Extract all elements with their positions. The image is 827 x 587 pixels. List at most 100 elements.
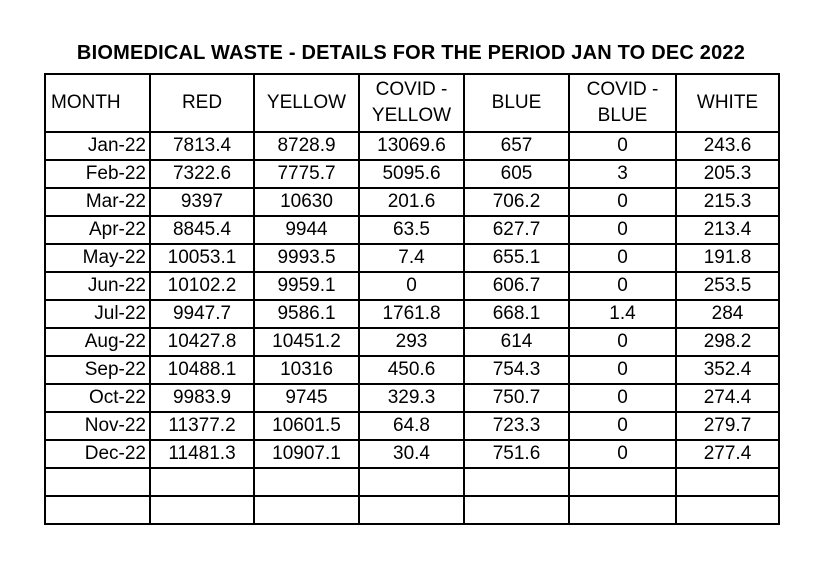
cell-covid-yellow: 329.3 xyxy=(358,383,465,413)
empty-cell xyxy=(675,495,780,525)
cell-yellow: 7775.7 xyxy=(253,159,360,189)
cell-month: Aug-22 xyxy=(44,327,151,357)
cell-covid-blue: 0 xyxy=(568,187,677,217)
cell-white: 253.5 xyxy=(675,271,780,301)
cell-yellow: 10630 xyxy=(253,187,360,217)
table-row: Jul-22 9947.7 9586.1 1761.8 668.1 1.4 284 xyxy=(44,299,780,329)
empty-cell xyxy=(44,495,151,525)
column-header-covid-yellow: COVID - YELLOW xyxy=(358,73,465,133)
cell-covid-blue: 0 xyxy=(568,243,677,273)
cell-month: Dec-22 xyxy=(44,439,151,469)
cell-covid-yellow: 1761.8 xyxy=(358,299,465,329)
cell-red: 9983.9 xyxy=(149,383,255,413)
cell-yellow: 10907.1 xyxy=(253,439,360,469)
cell-blue: 668.1 xyxy=(463,299,570,329)
cell-covid-blue: 0 xyxy=(568,327,677,357)
cell-red: 11481.3 xyxy=(149,439,255,469)
cell-blue: 605 xyxy=(463,159,570,189)
cell-covid-yellow: 201.6 xyxy=(358,187,465,217)
cell-covid-yellow: 13069.6 xyxy=(358,131,465,161)
cell-month: Sep-22 xyxy=(44,355,151,385)
cell-yellow: 8728.9 xyxy=(253,131,360,161)
cell-red: 11377.2 xyxy=(149,411,255,441)
cell-covid-yellow: 0 xyxy=(358,271,465,301)
cell-covid-yellow: 5095.6 xyxy=(358,159,465,189)
cell-month: Mar-22 xyxy=(44,187,151,217)
cell-blue: 706.2 xyxy=(463,187,570,217)
cell-red: 9947.7 xyxy=(149,299,255,329)
cell-covid-blue: 0 xyxy=(568,355,677,385)
cell-blue: 614 xyxy=(463,327,570,357)
cell-covid-yellow: 64.8 xyxy=(358,411,465,441)
cell-yellow: 9586.1 xyxy=(253,299,360,329)
cell-yellow: 10451.2 xyxy=(253,327,360,357)
cell-yellow: 10601.5 xyxy=(253,411,360,441)
column-header-white: WHITE xyxy=(675,73,780,133)
table-row: Sep-22 10488.1 10316 450.6 754.3 0 352.4 xyxy=(44,355,780,385)
cell-red: 10427.8 xyxy=(149,327,255,357)
cell-white: 284 xyxy=(675,299,780,329)
cell-month: Apr-22 xyxy=(44,215,151,245)
table-row: Apr-22 8845.4 9944 63.5 627.7 0 213.4 xyxy=(44,215,780,245)
empty-cell xyxy=(568,467,677,497)
empty-cell xyxy=(358,495,465,525)
empty-row xyxy=(44,495,780,525)
page-title: BIOMEDICAL WASTE - DETAILS FOR THE PERIO… xyxy=(76,42,746,64)
column-header-yellow: YELLOW xyxy=(253,73,360,133)
cell-covid-yellow: 450.6 xyxy=(358,355,465,385)
empty-cell xyxy=(149,467,255,497)
biomedical-waste-table: MONTH RED YELLOW COVID - YELLOW BLUE COVID - … xyxy=(44,73,780,525)
cell-yellow: 9944 xyxy=(253,215,360,245)
cell-covid-blue: 0 xyxy=(568,271,677,301)
cell-month: May-22 xyxy=(44,243,151,273)
table-body: Jan-22 7813.4 8728.9 13069.6 657 0 243.6 Feb-22… xyxy=(44,131,780,525)
cell-white: 298.2 xyxy=(675,327,780,357)
cell-yellow: 9993.5 xyxy=(253,243,360,273)
column-header-covid-blue: COVID - BLUE xyxy=(568,73,677,133)
cell-covid-yellow: 7.4 xyxy=(358,243,465,273)
cell-covid-blue: 3 xyxy=(568,159,677,189)
cell-blue: 751.6 xyxy=(463,439,570,469)
cell-white: 205.3 xyxy=(675,159,780,189)
cell-covid-blue: 0 xyxy=(568,383,677,413)
cell-white: 213.4 xyxy=(675,215,780,245)
cell-covid-yellow: 63.5 xyxy=(358,215,465,245)
cell-month: Jan-22 xyxy=(44,131,151,161)
cell-month: Nov-22 xyxy=(44,411,151,441)
cell-white: 277.4 xyxy=(675,439,780,469)
table-row: Dec-22 11481.3 10907.1 30.4 751.6 0 277.4 xyxy=(44,439,780,469)
cell-covid-blue: 0 xyxy=(568,411,677,441)
empty-cell xyxy=(44,467,151,497)
cell-blue: 657 xyxy=(463,131,570,161)
cell-red: 8845.4 xyxy=(149,215,255,245)
cell-red: 9397 xyxy=(149,187,255,217)
cell-red: 7322.6 xyxy=(149,159,255,189)
table-row: Mar-22 9397 10630 201.6 706.2 0 215.3 xyxy=(44,187,780,217)
cell-blue: 606.7 xyxy=(463,271,570,301)
column-header-month: MONTH xyxy=(44,73,151,133)
table-row: May-22 10053.1 9993.5 7.4 655.1 0 191.8 xyxy=(44,243,780,273)
table-row: Feb-22 7322.6 7775.7 5095.6 605 3 205.3 xyxy=(44,159,780,189)
cell-blue: 723.3 xyxy=(463,411,570,441)
cell-white: 191.8 xyxy=(675,243,780,273)
empty-cell xyxy=(463,495,570,525)
empty-row xyxy=(44,467,780,497)
cell-covid-yellow: 30.4 xyxy=(358,439,465,469)
empty-cell xyxy=(149,495,255,525)
cell-covid-blue: 1.4 xyxy=(568,299,677,329)
cell-month: Jun-22 xyxy=(44,271,151,301)
cell-red: 10053.1 xyxy=(149,243,255,273)
column-header-red: RED xyxy=(149,73,255,133)
cell-month: Jul-22 xyxy=(44,299,151,329)
cell-white: 352.4 xyxy=(675,355,780,385)
table-row: Aug-22 10427.8 10451.2 293 614 0 298.2 xyxy=(44,327,780,357)
cell-covid-blue: 0 xyxy=(568,131,677,161)
empty-cell xyxy=(358,467,465,497)
cell-white: 243.6 xyxy=(675,131,780,161)
cell-blue: 754.3 xyxy=(463,355,570,385)
cell-yellow: 9959.1 xyxy=(253,271,360,301)
cell-red: 10488.1 xyxy=(149,355,255,385)
table-row: Jun-22 10102.2 9959.1 0 606.7 0 253.5 xyxy=(44,271,780,301)
cell-red: 7813.4 xyxy=(149,131,255,161)
table-row: Nov-22 11377.2 10601.5 64.8 723.3 0 279.7 xyxy=(44,411,780,441)
